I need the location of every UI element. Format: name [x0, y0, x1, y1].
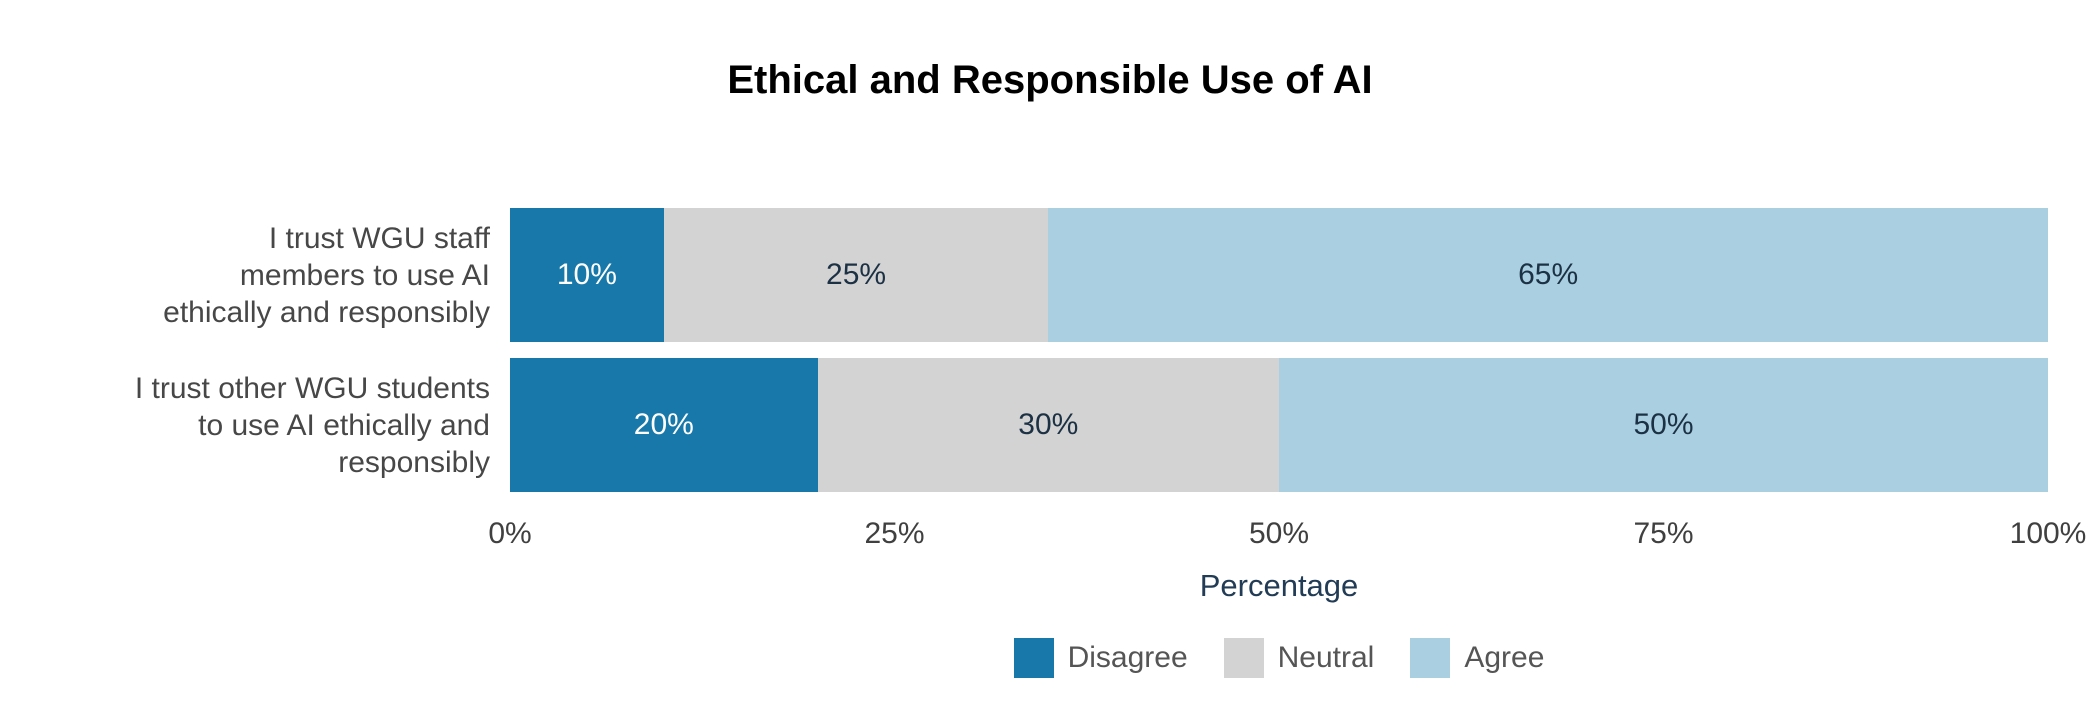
category-label-students: I trust other WGU students to use AI eth… [134, 371, 490, 479]
x-axis-title: Percentage [1199, 568, 1359, 603]
x-tick-50: 50% [1248, 517, 1310, 550]
legend-label: Neutral [1277, 641, 1375, 674]
x-tick-25: 25% [864, 517, 925, 550]
neutral-swatch-icon [1223, 638, 1264, 678]
x-axis-ticks: 0% 25% 50% 75% 100% [488, 514, 2086, 556]
legend-item-disagree: Disagree [1013, 638, 1188, 678]
x-tick-0: 0% [488, 517, 532, 550]
legend-item-agree: Agree [1410, 638, 1544, 678]
agree-swatch-icon [1410, 638, 1451, 678]
bar-staff: 10% 25% 65% [510, 208, 2048, 342]
legend-label: Disagree [1067, 641, 1188, 674]
x-tick-75: 75% [1633, 517, 1694, 550]
category-label-staff: I trust WGU staff members to use AI ethi… [163, 221, 490, 329]
legend: Disagree Neutral Agree [510, 638, 2048, 678]
bar-segment-disagree: 10% [510, 208, 664, 342]
bar-segment-disagree: 20% [510, 358, 818, 492]
bar-segment-neutral: 30% [817, 358, 1279, 492]
disagree-swatch-icon [1013, 638, 1054, 678]
legend-label: Agree [1464, 641, 1545, 674]
legend-item-neutral: Neutral [1223, 638, 1375, 678]
bar-students: 20% 30% 50% [510, 358, 2048, 492]
chart-title: Ethical and Responsible Use of AI [727, 58, 1373, 102]
bar-segment-neutral: 25% [663, 208, 1049, 342]
bar-segment-agree: 65% [1048, 208, 2048, 342]
bar-segment-agree: 50% [1278, 358, 2048, 492]
x-tick-100: 100% [2009, 517, 2087, 550]
